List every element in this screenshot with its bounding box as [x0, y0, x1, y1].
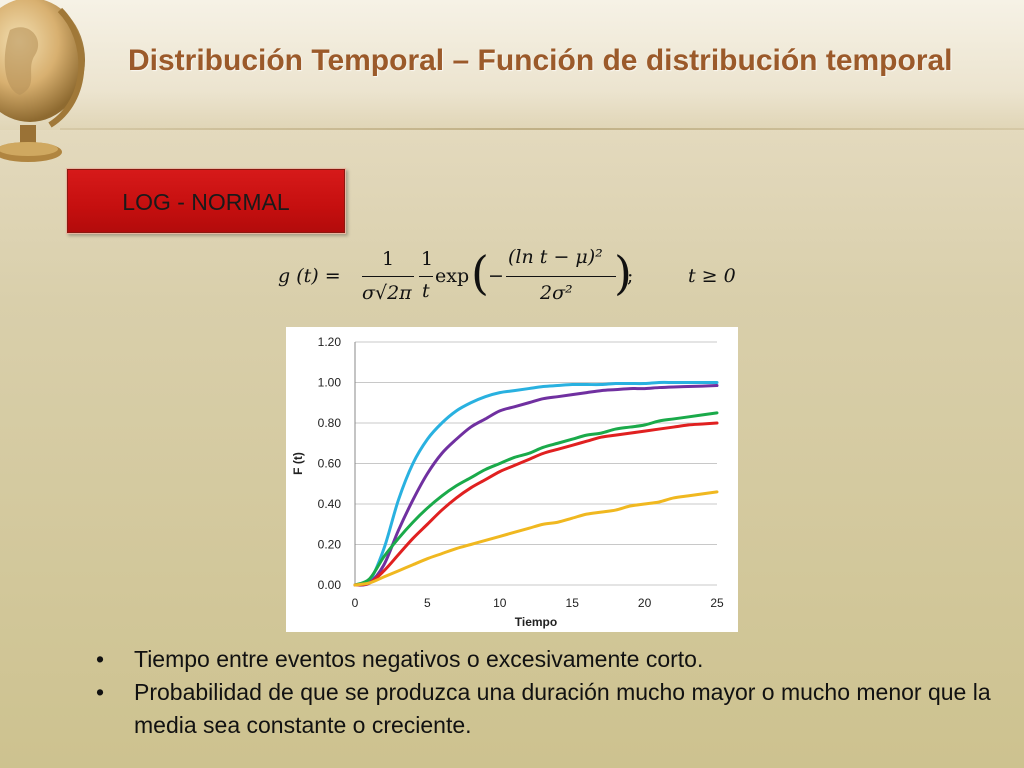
series-line-2 [353, 384, 719, 587]
header-divider [60, 128, 1024, 130]
bullet-dot: • [96, 679, 105, 705]
formula-frac2-den: t [422, 280, 430, 302]
x-tick-label: 20 [638, 596, 652, 610]
bullet-item: • Tiempo entre eventos negativos o exces… [96, 643, 996, 676]
y-tick-label: 1.20 [318, 335, 342, 349]
formula-exp: exp [435, 265, 470, 287]
cdf-chart-svg: 0.00 0.20 0.40 0.60 0.80 1.00 1.20 0 5 10 15 20 25 Ti… [291, 335, 724, 629]
formula-frac1-den: σ√2π [362, 282, 412, 304]
cdf-chart: 0.00 0.20 0.40 0.60 0.80 1.00 1.20 0 5 10 15 20 25 Ti… [286, 327, 738, 632]
globe-icon [0, 0, 85, 162]
y-tick-label: 1.00 [318, 376, 342, 390]
bullet-text: Tiempo entre eventos negativos o excesiv… [134, 646, 704, 672]
bullet-text: Probabilidad de que se produzca una dura… [134, 679, 991, 738]
bullet-list: • Tiempo entre eventos negativos o exces… [96, 643, 996, 742]
y-tick-label: 0.00 [318, 578, 342, 592]
formula-paren-right: ) [614, 246, 632, 300]
y-tick-label: 0.20 [318, 538, 342, 552]
x-tick-label: 10 [493, 596, 507, 610]
y-tick-label: 0.80 [318, 416, 342, 430]
y-tick-label: 0.60 [318, 457, 342, 471]
x-tick-label: 15 [566, 596, 580, 610]
x-axis-label: Tiempo [515, 615, 557, 629]
slide-title: Distribución Temporal – Función de distr… [128, 44, 953, 77]
series-line-4 [353, 421, 719, 587]
x-tick-label: 5 [424, 596, 431, 610]
bullet-dot: • [96, 646, 105, 672]
formula-lhs: g (t) = [278, 265, 341, 287]
y-tick-label: 0.40 [318, 497, 342, 511]
badge-label: LOG - NORMAL [122, 189, 290, 215]
formula-condition: t ≥ 0 [688, 265, 736, 287]
distribution-badge: LOG - NORMAL [66, 168, 346, 234]
series-line-1 [353, 380, 719, 587]
bullet-item: • Probabilidad de que se produzca una du… [96, 676, 996, 742]
formula-paren-left: ( [471, 246, 489, 300]
x-tick-label: 0 [352, 596, 359, 610]
header-band [0, 0, 1024, 130]
series-line-5 [353, 490, 719, 587]
formula-suffix: ; [627, 265, 634, 287]
x-tick-label: 25 [710, 596, 724, 610]
lognormal-formula: g (t) = 1 σ√2π 1 t exp ( − (ln t − μ)² 2… [272, 240, 752, 310]
formula-exp-num: (ln t − μ)² [508, 246, 603, 268]
y-axis-label: F (t) [291, 452, 305, 475]
formula-frac1-num: 1 [382, 248, 395, 270]
formula-minus: − [488, 265, 504, 287]
formula-frac2-num: 1 [421, 248, 434, 270]
formula-exp-den: 2σ² [540, 282, 573, 304]
series-line-3 [353, 411, 719, 587]
